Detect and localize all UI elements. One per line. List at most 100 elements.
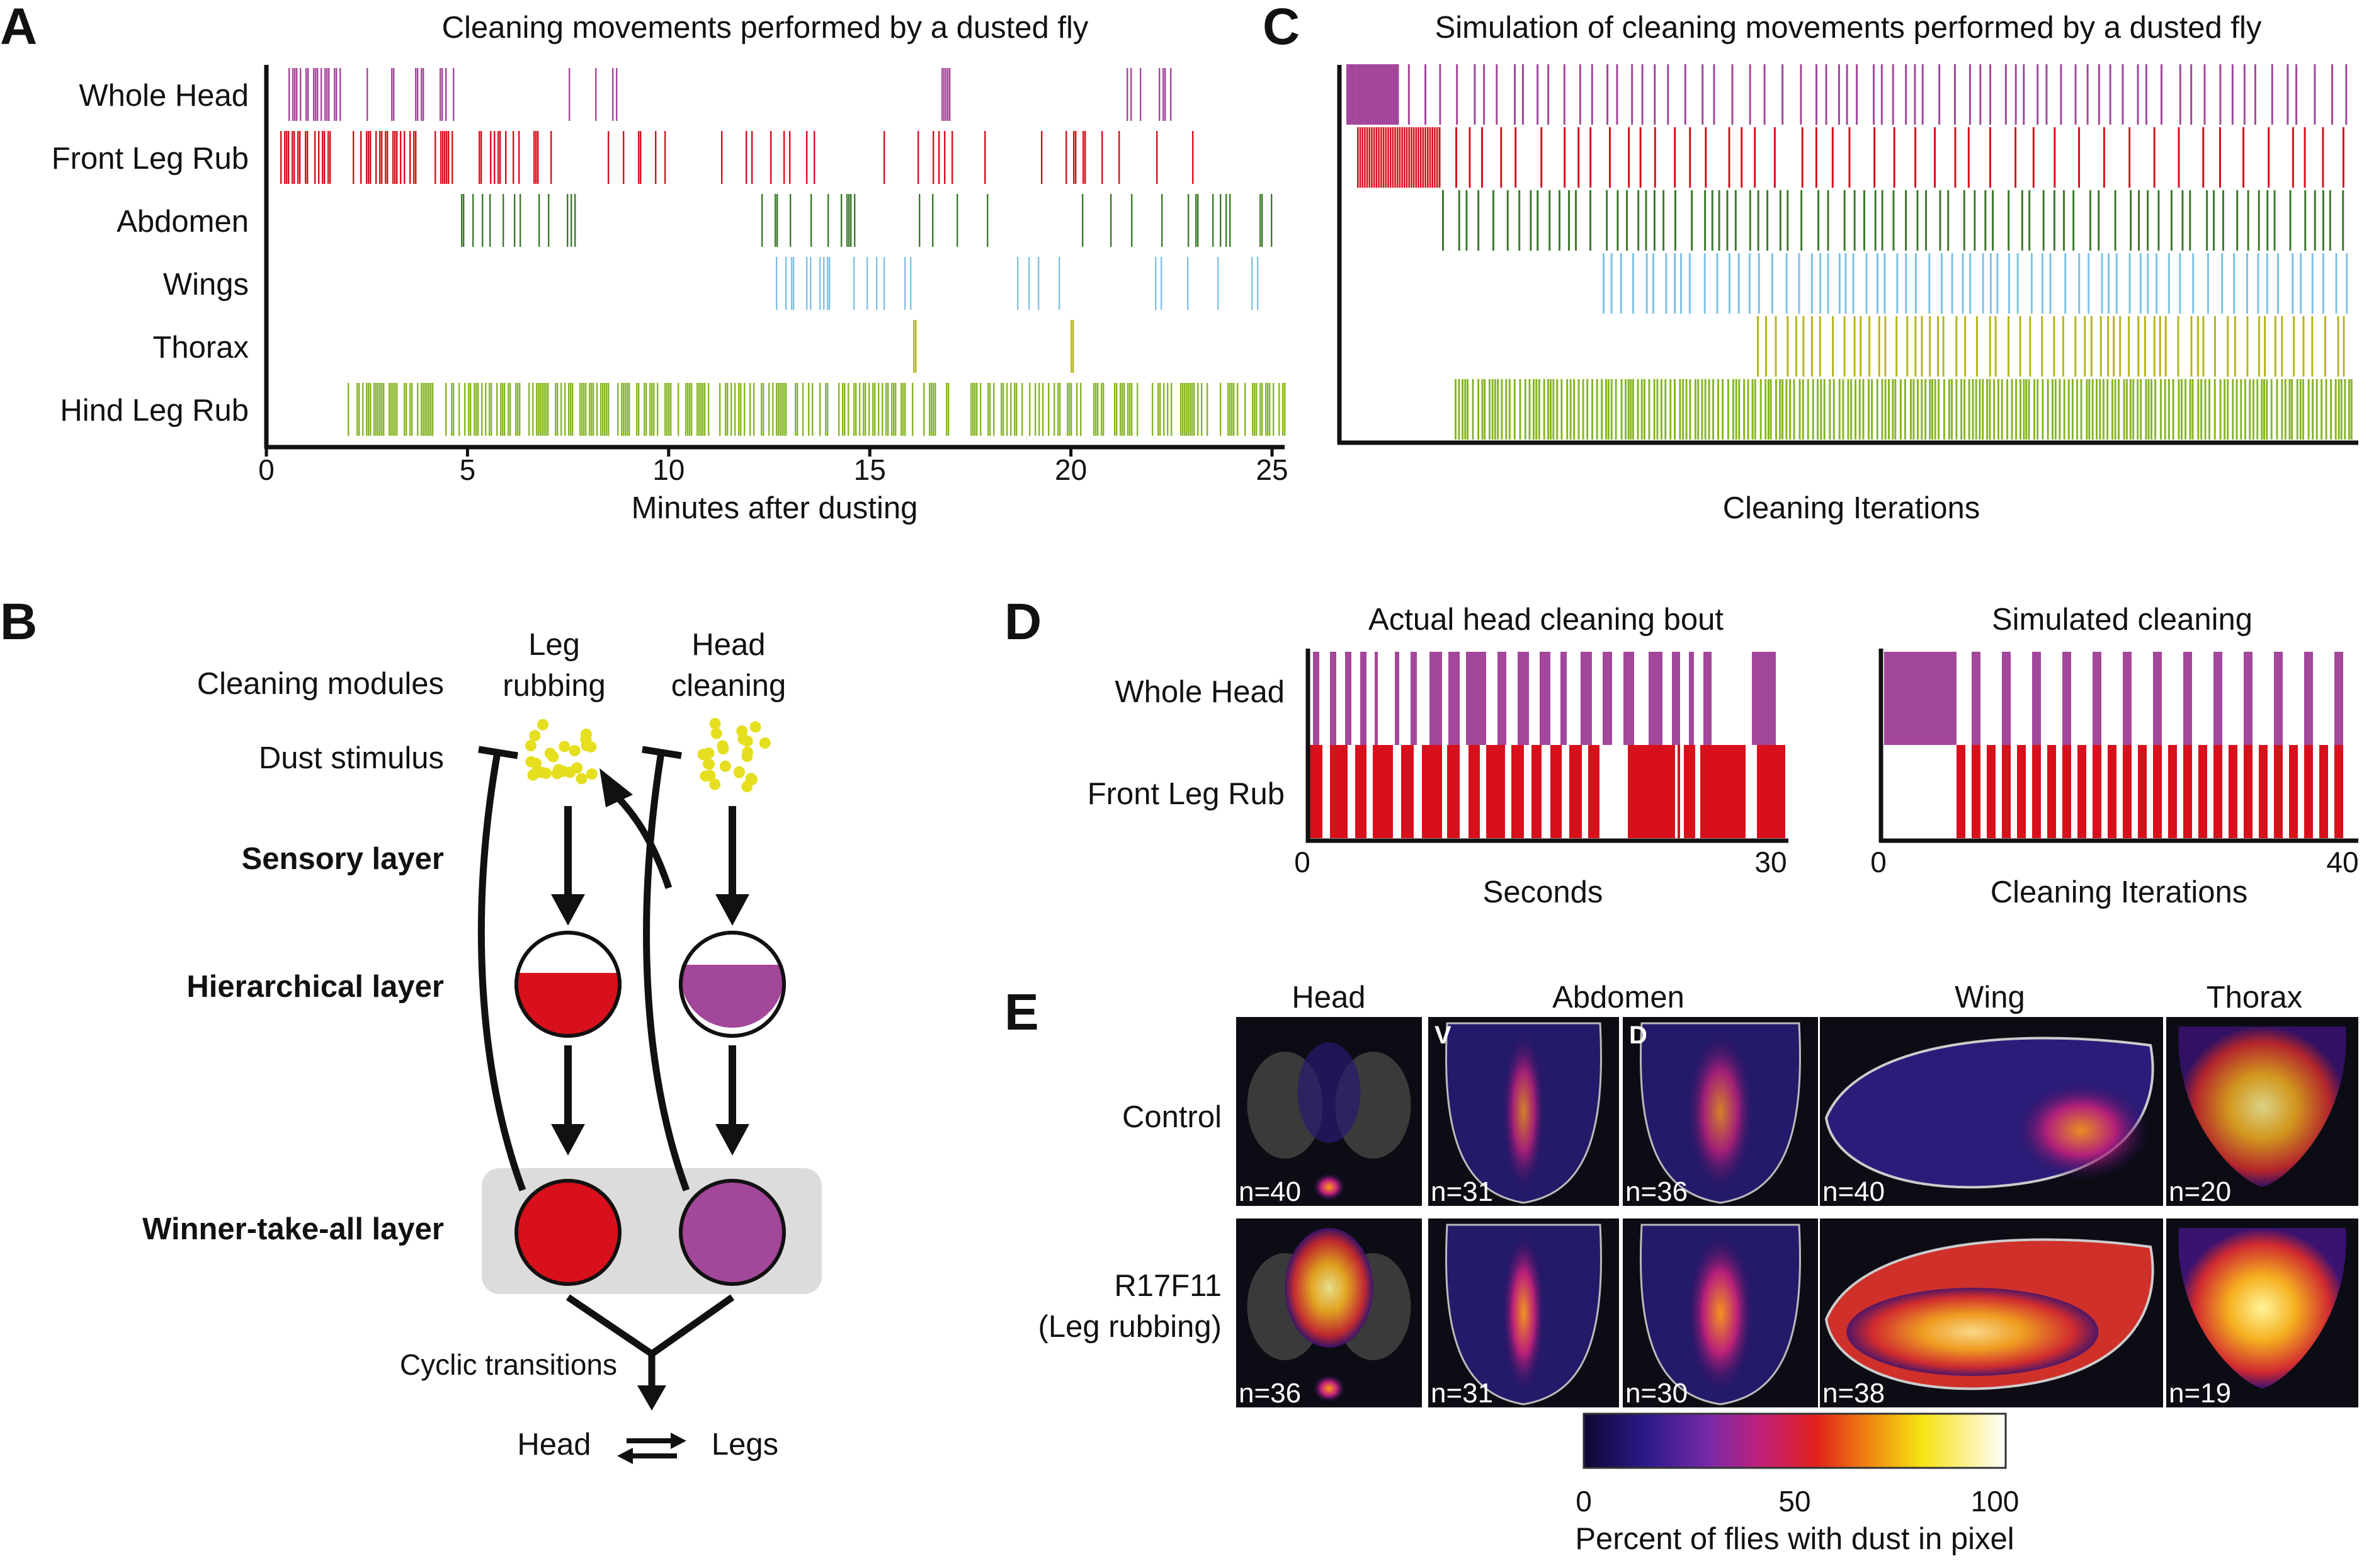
raster-tick (328, 68, 330, 121)
raster-tick (1884, 316, 1887, 377)
raster-tick (1827, 253, 1829, 314)
raster-tick (548, 194, 550, 247)
raster-tick (2244, 379, 2246, 440)
raster-tick (819, 383, 821, 436)
raster-tick (1938, 64, 1941, 125)
raster-tick (1388, 64, 1390, 125)
raster-tick (2128, 253, 2131, 314)
sample-size-label: n=40 (1239, 1176, 1301, 1207)
raster-tick (1637, 379, 1639, 440)
actual-leg-bar (1588, 745, 1599, 838)
dust-particle (559, 741, 571, 753)
raster-tick (1812, 379, 1814, 440)
raster-tick (913, 320, 915, 373)
raster-tick (2072, 190, 2075, 251)
raster-tick (721, 131, 723, 184)
raster-tick (1914, 316, 1917, 377)
raster-tick (1989, 64, 1992, 125)
raster-tick (1491, 379, 1494, 440)
raster-tick (938, 131, 940, 184)
raster-tick (1931, 379, 1934, 440)
raster-tick (2074, 64, 2077, 125)
raster-tick (848, 383, 849, 436)
dust-particle (529, 730, 541, 742)
raster-tick (1684, 64, 1686, 125)
raster-tick (2246, 316, 2249, 377)
raster-tick (1231, 383, 1233, 436)
raster-tick (441, 68, 443, 121)
raster-tick (1532, 379, 1535, 440)
raster-tick (1129, 383, 1131, 436)
sim-leg-bar (1987, 745, 1996, 838)
raster-tick (1159, 383, 1161, 436)
raster-tick (497, 131, 499, 184)
actual-leg-bar (1355, 745, 1366, 838)
raster-tick (1954, 127, 1957, 188)
raster-tick (1632, 253, 1634, 314)
raster-tick (789, 131, 791, 184)
raster-tick (1862, 379, 1865, 440)
raster-tick (1233, 383, 1235, 436)
raster-tick (2145, 379, 2147, 440)
raster-tick (2123, 379, 2125, 440)
raster-tick (2227, 316, 2229, 377)
raster-tick (1261, 194, 1263, 247)
raster-tick (1616, 190, 1619, 251)
raster-tick (2164, 316, 2167, 377)
raster-tick (475, 383, 477, 436)
d-row-front-leg: Front Leg Rub (1088, 777, 1285, 811)
raster-tick (1155, 257, 1157, 310)
sim-head-bar (2002, 652, 2011, 745)
raster-tick (783, 131, 785, 184)
raster-tick (1401, 127, 1403, 188)
raster-tick (570, 383, 572, 436)
raster-tick (1048, 383, 1050, 436)
dust-particle (537, 719, 549, 730)
raster-tick (1514, 64, 1516, 125)
panel-a-tick-label: 10 (652, 453, 685, 486)
raster-tick (1251, 257, 1253, 310)
raster-tick (2200, 379, 2203, 440)
dust-particle (719, 760, 731, 772)
raster-tick (1207, 383, 1208, 436)
raster-tick (415, 68, 417, 121)
raster-tick (1747, 379, 1749, 440)
raster-tick (1157, 383, 1159, 436)
sim-leg-bar (2123, 745, 2132, 838)
raster-tick (1823, 379, 1826, 440)
raster-tick (2224, 379, 2226, 440)
raster-tick (825, 383, 827, 436)
raster-tick (2261, 379, 2263, 440)
raster-tick (2067, 379, 2070, 440)
raster-tick (1972, 379, 1974, 440)
panel-a-title: Cleaning movements performed by a dusted… (442, 11, 1089, 45)
raster-tick (1375, 64, 1377, 125)
raster-tick (564, 383, 566, 436)
raster-tick (314, 131, 316, 184)
raster-tick (423, 383, 424, 436)
raster-tick (2078, 127, 2081, 188)
raster-tick (844, 383, 846, 436)
raster-tick (1392, 64, 1395, 125)
raster-tick (1810, 316, 1813, 377)
actual-leg-bar (1628, 745, 1675, 838)
raster-tick (1914, 127, 1917, 188)
raster-tick (1754, 127, 1756, 188)
raster-tick (585, 383, 587, 436)
raster-tick (2258, 316, 2260, 377)
raster-tick (426, 383, 428, 436)
raster-tick (1632, 379, 1634, 440)
raster-tick (2236, 190, 2239, 251)
raster-tick (1229, 383, 1231, 436)
raster-tick (1775, 316, 1777, 377)
sim-leg-bar (2259, 745, 2268, 838)
raster-tick (1793, 379, 1795, 440)
raster-tick (1538, 379, 1540, 440)
panel-a-row-labels: Whole Head Front Leg Rub Abdomen Wings Thora… (52, 79, 249, 428)
actual-head-bar (1466, 652, 1486, 745)
raster-tick (793, 257, 795, 310)
raster-tick (1390, 64, 1392, 125)
raster-tick (1375, 127, 1378, 188)
heatmap-tile: n=20 (2166, 1017, 2358, 1207)
raster-tick (1492, 190, 1494, 251)
